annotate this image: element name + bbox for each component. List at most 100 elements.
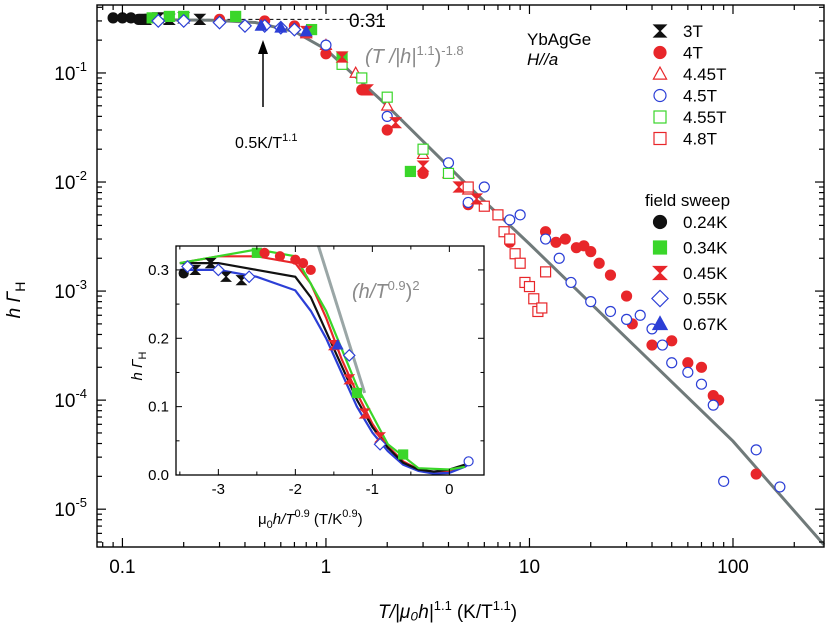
inset-guide-line [317, 245, 367, 394]
main-point-0.67K [254, 18, 268, 31]
inset-y-tick-label: 0.3 [148, 262, 169, 279]
main-point-4T [695, 361, 708, 373]
main-scaling-law-label: (T /|h|1.1)-1.8 [365, 43, 464, 68]
legend-marker-0.67K [651, 315, 669, 331]
main-point-4.5T [634, 309, 646, 321]
legend-marker-0.24K [652, 214, 668, 230]
inset-point-0.55K [211, 263, 225, 277]
main-point-4.8T [478, 200, 490, 212]
legend-marker-3T [652, 24, 668, 38]
inset-series-4T [259, 247, 316, 276]
main-point-4T [646, 339, 658, 351]
main-point-4.5T [620, 313, 633, 325]
main-point-4.5T [462, 196, 474, 209]
main-point-0.34K [404, 165, 417, 178]
inset-point-0.67K [331, 338, 344, 350]
main-y-tick-label: 10-5 [54, 495, 87, 521]
main-x-tick-label: 10 [519, 557, 540, 578]
main-point-4.55T [442, 167, 455, 179]
main-point-4.8T [514, 257, 526, 269]
legend-label-0.67K: 0.67K [683, 315, 728, 334]
main-point-0.34K [163, 10, 175, 23]
inset-point-0.55K [242, 270, 256, 284]
main-point-4.5T [666, 357, 678, 369]
inset-curve-green [179, 248, 465, 471]
main-point-4.55T [356, 72, 368, 84]
legend-marker-4.8T [653, 131, 667, 146]
legend-marker-4.5T [653, 88, 667, 103]
main-point-0.34K [230, 10, 242, 23]
main-point-4T [585, 246, 597, 258]
inset-x-tick-label: -3 [212, 481, 225, 498]
main-point-4.5T [682, 366, 694, 378]
main-point-4.5T [718, 475, 730, 487]
main-point-0.67K [299, 24, 313, 37]
main-point-4.8T [498, 226, 510, 238]
main-x-tick-label: 0.1 [109, 557, 135, 578]
inset-point-0.55K [342, 348, 356, 362]
inset-y-tick-label: 0.2 [148, 330, 169, 347]
legend-marker-4T [653, 45, 667, 60]
main-point-4.5T [695, 378, 708, 390]
main-point-4.8T [528, 293, 540, 305]
main-point-4.8T [504, 233, 516, 245]
inset-series-3T [189, 257, 248, 286]
main-series-0.67K [254, 18, 313, 37]
main-point-0.55K [212, 15, 227, 30]
main-chart: 0.31 0.1 1 10 100 10-5 10-4 10-3 10-2 10-1 0.5K/… [4, 4, 826, 623]
inset-point-0.45K [343, 374, 356, 385]
inset-curve-black [179, 262, 466, 473]
legend-label-0.55K: 0.55K [683, 290, 728, 309]
main-point-0.55K [151, 13, 166, 29]
main-y-axis-label: h ΓH [4, 282, 28, 319]
inset-point-0.34K [398, 449, 409, 460]
main-point-4.45T [380, 98, 394, 111]
crossover-label: 0.5K/T1.1 [235, 132, 297, 152]
legend-label-4.55T: 4.55T [683, 108, 726, 127]
main-plot-frame [96, 4, 825, 548]
main-point-4.5T [320, 39, 332, 51]
main-point-0.45K [416, 160, 430, 172]
inset-point-4T [305, 264, 316, 276]
inset-point-0.45K [358, 408, 371, 419]
main-point-0.55K [176, 13, 191, 29]
legend-label-4T: 4T [683, 44, 703, 63]
inset-point-4T [259, 247, 270, 258]
main-point-0.45K [389, 117, 403, 129]
main-y-tick-label: 10-1 [54, 59, 87, 85]
main-series-4.5T [320, 39, 786, 493]
inset-y-axis-label: h ΓH [129, 351, 149, 380]
main-y-tick-label: 10-3 [54, 277, 87, 303]
main-point-4.5T [604, 305, 617, 318]
legend-label-4.45T: 4.45T [683, 65, 726, 84]
legend-label-0.45K: 0.45K [683, 264, 728, 283]
main-point-4.5T [514, 209, 526, 221]
main-point-4.5T [707, 399, 719, 411]
main-point-0.45K [452, 181, 466, 193]
main-series-4.8T [462, 181, 552, 318]
inset-series-0.67K [331, 338, 344, 350]
main-point-4T [559, 233, 571, 245]
main-point-4T [604, 269, 617, 281]
inset-y-tick-label: 0.0 [148, 467, 169, 484]
inset-point-4.5T [463, 456, 474, 467]
inset-x-tick-label: -2 [289, 481, 302, 498]
legend-marker-0.45K [652, 265, 668, 281]
main-point-4T [666, 335, 678, 347]
field-direction: H//a [527, 50, 558, 69]
main-point-0.24K [107, 12, 119, 24]
main-point-4.5T [585, 296, 597, 308]
inset-point-0.55K [373, 437, 387, 451]
legend-marker-4.45T [652, 65, 668, 80]
inset-point-3T [189, 264, 202, 276]
main-point-4.55T [381, 91, 393, 103]
inset-point-4T [297, 257, 309, 269]
legend-label-3T: 3T [683, 22, 703, 41]
main-point-4T [682, 357, 694, 369]
inset-point-3T [220, 271, 232, 282]
main-point-0.55K [287, 22, 302, 37]
main-point-4.8T [536, 302, 548, 314]
main-point-4.8T [462, 181, 474, 193]
legend-temperature-sweeps: 3T 4T 4.45T 4.5T 4.55T 4.8T [652, 22, 726, 149]
